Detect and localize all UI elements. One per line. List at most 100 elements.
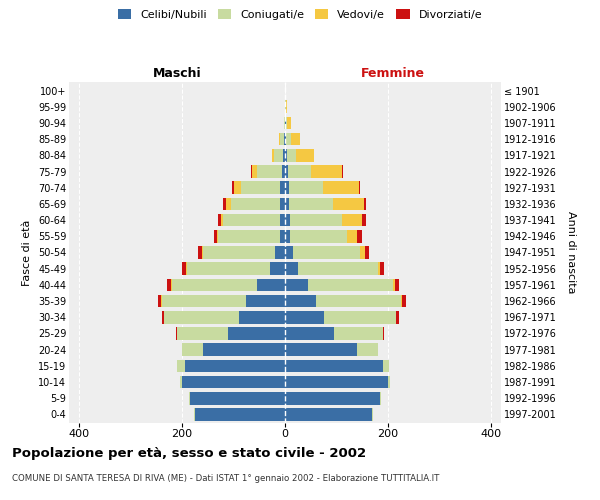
Bar — [274, 149, 283, 162]
Bar — [280, 230, 285, 242]
Bar — [285, 149, 287, 162]
Text: Maschi: Maschi — [152, 67, 202, 80]
Bar — [247, 295, 285, 308]
Bar — [285, 198, 289, 210]
Text: Popolazione per età, sesso e stato civile - 2002: Popolazione per età, sesso e stato civil… — [12, 448, 366, 460]
Bar — [402, 295, 406, 308]
Bar — [285, 182, 289, 194]
Bar — [291, 133, 301, 145]
Bar — [283, 165, 285, 178]
Bar — [286, 116, 287, 130]
Bar — [362, 214, 366, 226]
Bar — [285, 327, 334, 340]
Bar — [257, 165, 283, 178]
Bar — [357, 344, 377, 356]
Bar — [280, 214, 285, 226]
Bar — [172, 278, 257, 291]
Bar — [164, 311, 239, 324]
Bar — [280, 198, 285, 210]
Bar — [395, 278, 398, 291]
Bar — [285, 360, 383, 372]
Bar — [289, 182, 323, 194]
Bar — [218, 214, 221, 226]
Text: COMUNE DI SANTA TERESA DI RIVA (ME) - Dati ISTAT 1° gennaio 2002 - Elaborazione : COMUNE DI SANTA TERESA DI RIVA (ME) - Da… — [12, 474, 439, 483]
Bar — [182, 262, 186, 275]
Bar — [285, 246, 293, 259]
Y-axis label: Fasce di età: Fasce di età — [22, 220, 32, 286]
Bar — [286, 133, 291, 145]
Y-axis label: Anni di nascita: Anni di nascita — [566, 211, 576, 294]
Bar — [285, 408, 373, 420]
Bar — [401, 295, 402, 308]
Text: Femmine: Femmine — [361, 67, 425, 80]
Bar — [283, 149, 285, 162]
Bar — [202, 246, 203, 259]
Bar — [287, 116, 291, 130]
Bar — [290, 214, 341, 226]
Legend: Celibi/Nubili, Coniugati/e, Vedovi/e, Divorziati/e: Celibi/Nubili, Coniugati/e, Vedovi/e, Di… — [115, 6, 485, 23]
Bar — [341, 214, 362, 226]
Bar — [308, 278, 393, 291]
Bar — [365, 246, 369, 259]
Bar — [176, 327, 177, 340]
Bar — [285, 165, 287, 178]
Bar — [179, 376, 182, 388]
Bar — [333, 198, 364, 210]
Bar — [380, 262, 384, 275]
Bar — [162, 311, 164, 324]
Bar — [177, 360, 185, 372]
Bar — [167, 278, 172, 291]
Bar — [239, 311, 285, 324]
Bar — [182, 344, 203, 356]
Bar — [195, 408, 285, 420]
Bar — [293, 246, 359, 259]
Bar — [359, 182, 360, 194]
Bar — [364, 198, 366, 210]
Bar — [285, 214, 290, 226]
Bar — [161, 295, 247, 308]
Bar — [257, 278, 285, 291]
Bar — [323, 182, 359, 194]
Bar — [285, 295, 316, 308]
Bar — [334, 327, 383, 340]
Bar — [203, 246, 275, 259]
Bar — [158, 295, 161, 308]
Bar — [241, 182, 280, 194]
Bar — [189, 392, 190, 404]
Bar — [341, 165, 343, 178]
Bar — [182, 376, 285, 388]
Bar — [323, 311, 395, 324]
Bar — [383, 360, 389, 372]
Bar — [280, 133, 284, 145]
Bar — [285, 344, 357, 356]
Bar — [285, 278, 308, 291]
Bar — [232, 182, 233, 194]
Bar — [197, 246, 202, 259]
Bar — [280, 182, 285, 194]
Bar — [285, 230, 290, 242]
Bar — [383, 327, 384, 340]
Bar — [396, 311, 398, 324]
Bar — [214, 230, 217, 242]
Bar — [285, 392, 380, 404]
Bar — [289, 198, 333, 210]
Bar — [287, 149, 296, 162]
Bar — [393, 278, 395, 291]
Bar — [347, 230, 357, 242]
Bar — [272, 149, 274, 162]
Bar — [290, 230, 347, 242]
Bar — [187, 262, 269, 275]
Bar — [284, 133, 285, 145]
Bar — [218, 230, 280, 242]
Bar — [185, 360, 285, 372]
Bar — [223, 214, 280, 226]
Bar — [357, 230, 362, 242]
Bar — [311, 165, 341, 178]
Bar — [359, 246, 365, 259]
Bar — [316, 295, 401, 308]
Bar — [287, 165, 311, 178]
Bar — [285, 262, 298, 275]
Bar — [203, 344, 285, 356]
Bar — [377, 262, 380, 275]
Bar — [221, 214, 223, 226]
